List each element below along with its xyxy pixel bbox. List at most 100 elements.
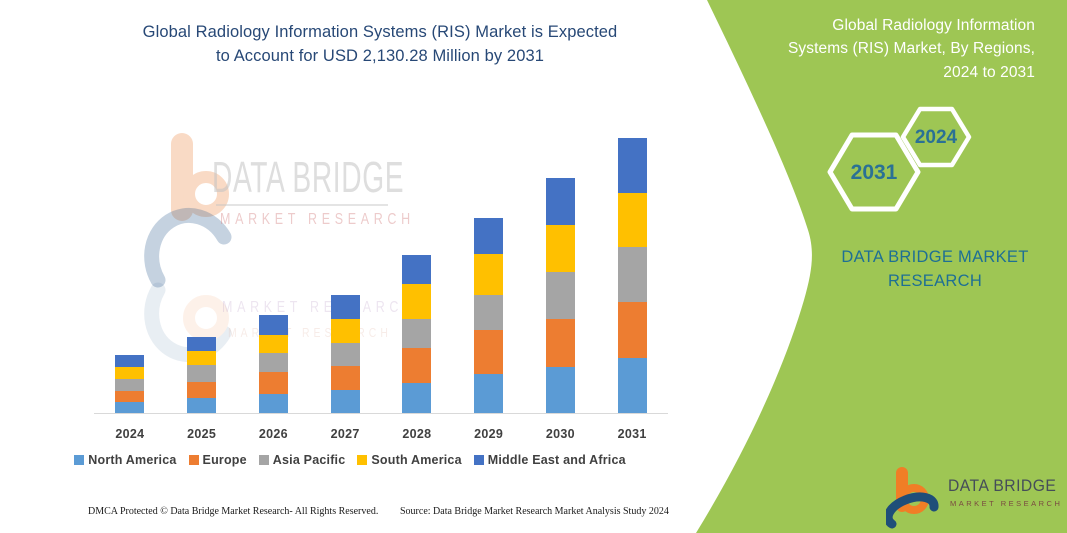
page-title-line1: Global Radiology Information Systems (RI… [142, 23, 618, 41]
hexagon-2024-year: 2024 [914, 127, 958, 148]
footer-dmca-text: DMCA Protected © Data Bridge Market Rese… [88, 506, 379, 517]
bar-2029 [474, 217, 504, 413]
brand-text: DATA BRIDGE MARKET RESEARCH [841, 248, 1029, 290]
bar-segment-2025-asia-pacific [187, 365, 217, 382]
legend-item-asia-pacific: Asia Pacific [258, 453, 346, 467]
bar-2027 [330, 294, 360, 413]
data-bridge-logo-icon [886, 467, 939, 529]
bar-2025 [187, 336, 217, 413]
bar-column-2030 [525, 135, 597, 413]
logo-subname: MARKET RESEARCH [950, 499, 1063, 508]
bar-segment-2028-europe [402, 348, 432, 383]
x-axis-label-2025: 2025 [187, 427, 217, 441]
bar-segment-2027-south-america [330, 319, 360, 343]
hexagon-2031-year: 2031 [850, 161, 898, 184]
bar-segment-2028-middle-east-and-africa [402, 255, 432, 284]
legend-swatch-asia-pacific [258, 455, 269, 465]
bar-segment-2030-europe [545, 319, 575, 367]
bar-segment-2025-middle-east-and-africa [187, 336, 217, 352]
bar-segment-2024-europe [115, 390, 145, 402]
bar-segment-2030-south-america [545, 225, 575, 273]
bar-segment-2024-north-america [115, 401, 145, 413]
page-title-line2: to Account for USD 2,130.28 Million by 2… [215, 46, 545, 65]
bar-segment-2025-south-america [187, 351, 217, 366]
right-panel-title-line2: Systems (RIS) Market, By Regions, [787, 40, 1035, 58]
bar-column-2027 [309, 135, 381, 413]
bar-segment-2031-middle-east-and-africa [617, 138, 647, 194]
page-title: Global Radiology Information Systems (RI… [60, 21, 700, 69]
legend-item-south-america: South America [357, 453, 462, 467]
bar-segment-2027-asia-pacific [330, 342, 360, 367]
x-axis-label-2027: 2027 [330, 427, 360, 441]
bar-segment-2025-north-america [187, 397, 217, 413]
bar-segment-2026-south-america [258, 335, 288, 354]
legend-label-north-america: North America [88, 453, 177, 467]
bar-2031 [617, 138, 647, 413]
bar-column-2025 [166, 135, 238, 413]
bar-segment-2028-north-america [402, 382, 432, 413]
logo-name: DATA BRIDGE [948, 477, 1057, 495]
footer-source-text: Source: Data Bridge Market Research Mark… [400, 506, 669, 517]
bar-segment-2029-middle-east-and-africa [474, 217, 504, 255]
bar-columns [94, 135, 668, 413]
legend-label-south-america: South America [371, 453, 462, 467]
bar-column-2024 [94, 135, 166, 413]
bar-segment-2029-asia-pacific [474, 294, 504, 331]
bar-2030 [545, 178, 575, 413]
bar-segment-2027-north-america [330, 389, 360, 413]
x-axis-label-2028: 2028 [402, 427, 432, 441]
bar-segment-2028-asia-pacific [402, 318, 432, 349]
bar-segment-2031-asia-pacific [617, 246, 647, 303]
bar-segment-2027-middle-east-and-africa [330, 294, 360, 320]
legend-swatch-middle-east-and-africa [473, 455, 484, 465]
bar-segment-2026-north-america [258, 393, 288, 413]
x-axis-label-2031: 2031 [617, 427, 647, 441]
legend-label-middle-east-and-africa: Middle East and Africa [487, 453, 626, 467]
chart-legend: North America Europe Asia Pacific South Ame… [40, 453, 660, 467]
bar-segment-2029-north-america [474, 373, 504, 413]
bar-segment-2030-north-america [545, 366, 575, 413]
bar-segment-2026-middle-east-and-africa [258, 315, 288, 336]
x-axis-label-2024: 2024 [115, 427, 145, 441]
legend-swatch-europe [188, 455, 199, 465]
bar-2024 [115, 355, 145, 413]
bar-column-2029 [453, 135, 525, 413]
x-axis-line [94, 413, 668, 414]
bar-segment-2031-south-america [617, 193, 647, 247]
bar-segment-2024-south-america [115, 366, 145, 379]
legend-label-europe: Europe [202, 453, 247, 467]
bar-chart: 2024 2025 2026 2027 2028 2029 2030 2031 [94, 135, 668, 441]
x-axis-label-2030: 2030 [545, 427, 575, 441]
right-panel-title-line1: Global Radiology Information [832, 17, 1035, 34]
bar-column-2028 [381, 135, 453, 413]
legend-label-asia-pacific: Asia Pacific [272, 453, 346, 467]
bar-segment-2031-north-america [617, 357, 647, 413]
bar-column-2026 [238, 135, 310, 413]
legend-item-north-america: North America [74, 453, 176, 467]
bar-segment-2028-south-america [402, 283, 432, 319]
bar-column-2031 [596, 135, 668, 413]
bar-segment-2027-europe [330, 366, 360, 390]
legend-swatch-south-america [357, 455, 368, 465]
bar-segment-2025-europe [187, 381, 217, 398]
right-panel-title: Global Radiology Information Systems (RI… [755, 14, 1035, 84]
bar-segment-2026-asia-pacific [258, 353, 288, 372]
legend-swatch-north-america [74, 455, 85, 465]
x-axis-label-2026: 2026 [258, 427, 288, 441]
x-axis-labels: 2024 2025 2026 2027 2028 2029 2030 2031 [94, 414, 668, 441]
bar-segment-2031-europe [617, 302, 647, 358]
bar-segment-2026-europe [258, 371, 288, 394]
legend-item-europe: Europe [188, 453, 247, 467]
bar-segment-2024-middle-east-and-africa [115, 355, 145, 367]
bar-segment-2024-asia-pacific [115, 378, 145, 391]
bar-segment-2030-middle-east-and-africa [545, 178, 575, 226]
bar-segment-2029-europe [474, 330, 504, 374]
legend-item-middle-east-and-africa: Middle East and Africa [473, 453, 626, 467]
bar-2028 [402, 255, 432, 413]
bar-segment-2029-south-america [474, 254, 504, 295]
right-panel-title-line3: 2024 to 2031 [943, 63, 1035, 81]
x-axis-label-2029: 2029 [474, 427, 504, 441]
bar-segment-2030-asia-pacific [545, 272, 575, 320]
bar-2026 [258, 315, 288, 413]
